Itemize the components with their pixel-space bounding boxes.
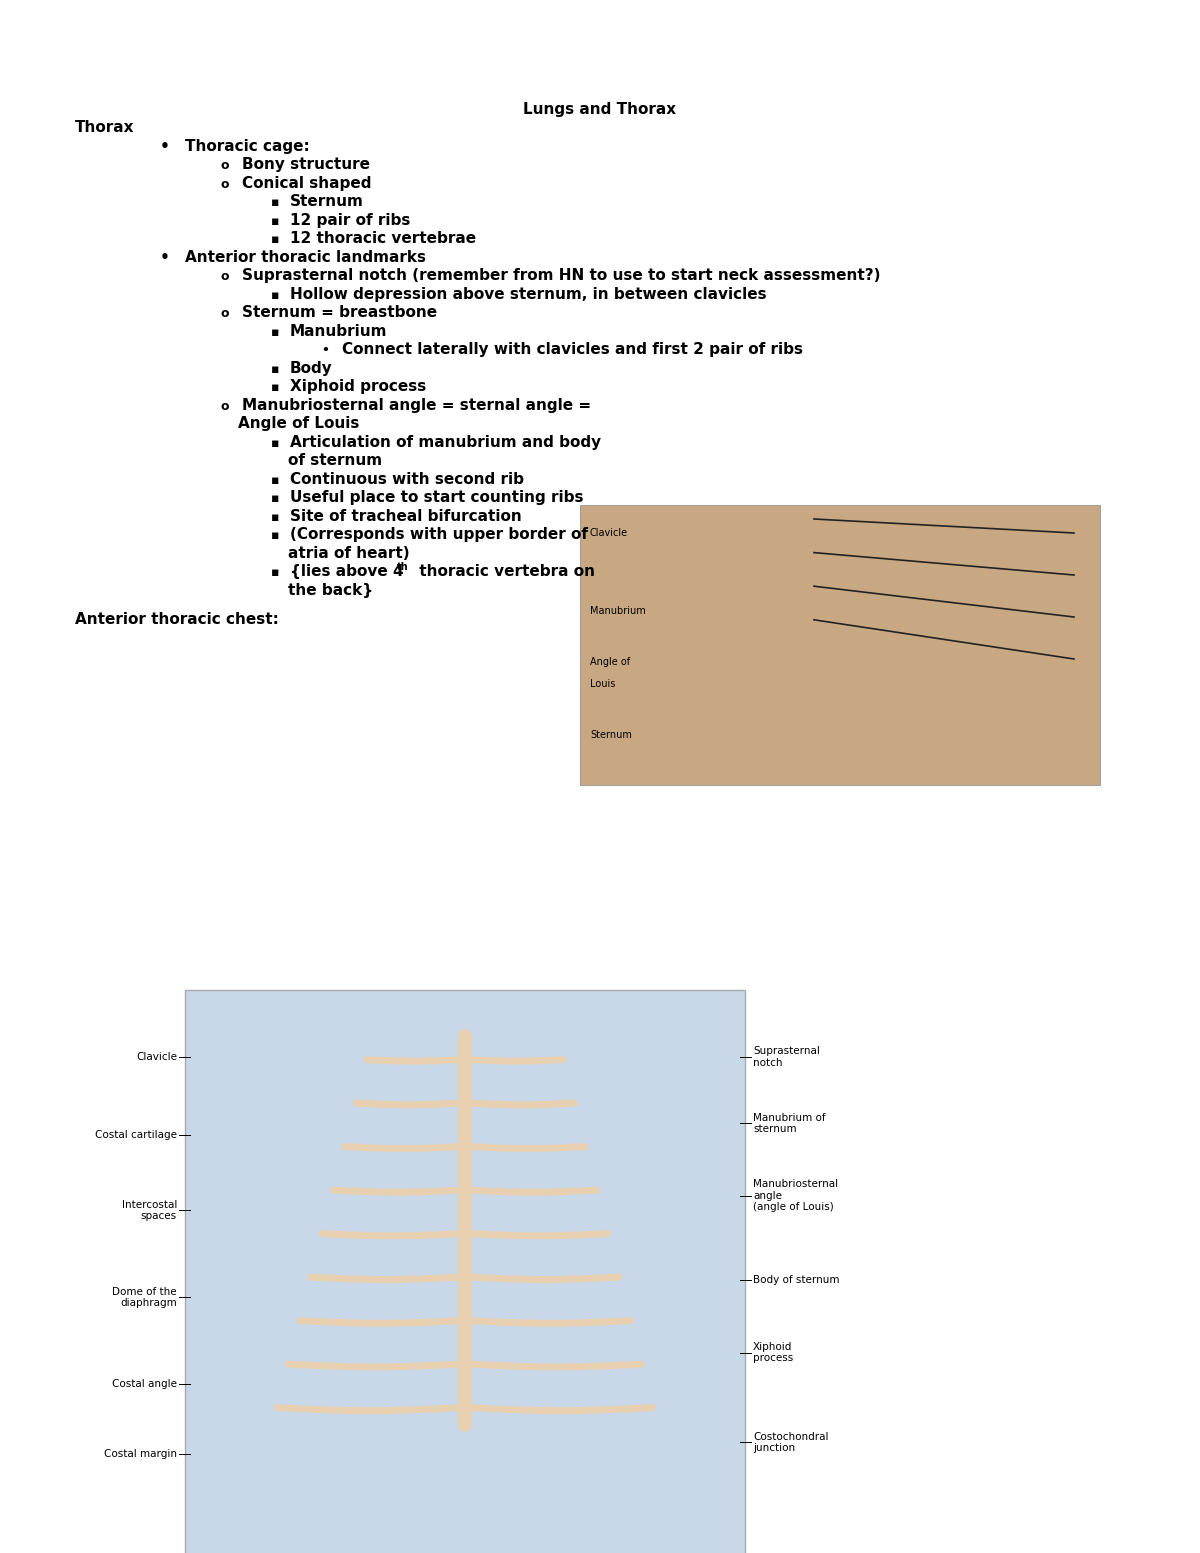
Text: Clavicle: Clavicle bbox=[136, 1051, 178, 1062]
Text: Dome of the
diaphragm: Dome of the diaphragm bbox=[113, 1286, 178, 1308]
Text: ▪: ▪ bbox=[271, 382, 280, 394]
Text: ▪: ▪ bbox=[271, 326, 280, 339]
Text: ▪: ▪ bbox=[271, 233, 280, 247]
Text: of sternum: of sternum bbox=[288, 453, 382, 469]
Text: Manubriosternal angle = sternal angle =: Manubriosternal angle = sternal angle = bbox=[242, 398, 592, 413]
Text: •: • bbox=[160, 138, 170, 154]
Text: Clavicle: Clavicle bbox=[590, 528, 628, 537]
Text: Xiphoid process: Xiphoid process bbox=[290, 379, 426, 394]
Text: o: o bbox=[221, 307, 229, 320]
Text: Manubriosternal
angle
(angle of Louis): Manubriosternal angle (angle of Louis) bbox=[754, 1179, 838, 1213]
Text: Suprasternal notch (remember from HN to use to start neck assessment?): Suprasternal notch (remember from HN to … bbox=[242, 269, 881, 283]
Text: Costochondral
junction: Costochondral junction bbox=[754, 1432, 828, 1454]
Text: Conical shaped: Conical shaped bbox=[242, 175, 372, 191]
Text: ▪: ▪ bbox=[271, 567, 280, 579]
Text: ▪: ▪ bbox=[271, 492, 280, 505]
Text: Body: Body bbox=[290, 360, 332, 376]
Text: Angle of: Angle of bbox=[590, 657, 630, 666]
Text: ▪: ▪ bbox=[271, 511, 280, 523]
Text: ▪: ▪ bbox=[271, 363, 280, 376]
Text: 12 thoracic vertebrae: 12 thoracic vertebrae bbox=[290, 231, 476, 247]
Text: •: • bbox=[322, 345, 329, 357]
Text: ▪: ▪ bbox=[271, 474, 280, 488]
Text: Anterior thoracic landmarks: Anterior thoracic landmarks bbox=[185, 250, 426, 266]
Text: ▪: ▪ bbox=[271, 196, 280, 210]
Text: Sternum: Sternum bbox=[590, 730, 632, 739]
Text: o: o bbox=[221, 270, 229, 283]
Text: Costal angle: Costal angle bbox=[112, 1379, 178, 1390]
Bar bbox=[580, 505, 1100, 784]
Text: the back}: the back} bbox=[288, 582, 373, 598]
Text: o: o bbox=[221, 399, 229, 413]
Text: Hollow depression above sternum, in between clavicles: Hollow depression above sternum, in betw… bbox=[290, 287, 767, 301]
Text: Sternum: Sternum bbox=[290, 194, 364, 210]
Text: th: th bbox=[397, 562, 409, 572]
Text: Anterior thoracic chest:: Anterior thoracic chest: bbox=[74, 612, 278, 627]
Text: Angle of Louis: Angle of Louis bbox=[238, 416, 359, 432]
Text: Sternum = breastbone: Sternum = breastbone bbox=[242, 306, 437, 320]
Text: Site of tracheal bifurcation: Site of tracheal bifurcation bbox=[290, 509, 522, 523]
Text: Useful place to start counting ribs: Useful place to start counting ribs bbox=[290, 491, 583, 505]
Text: Lungs and Thorax: Lungs and Thorax bbox=[523, 102, 677, 116]
Text: Costal cartilage: Costal cartilage bbox=[95, 1131, 178, 1140]
Text: Xiphoid
process: Xiphoid process bbox=[754, 1342, 793, 1364]
Text: •: • bbox=[160, 250, 170, 266]
Text: Articulation of manubrium and body: Articulation of manubrium and body bbox=[290, 435, 601, 450]
Text: o: o bbox=[221, 179, 229, 191]
Text: 12 pair of ribs: 12 pair of ribs bbox=[290, 213, 410, 228]
Bar bbox=[185, 989, 745, 1553]
Text: ▪: ▪ bbox=[271, 530, 280, 542]
Text: Manubrium of
sternum: Manubrium of sternum bbox=[754, 1112, 826, 1134]
Text: {lies above 4: {lies above 4 bbox=[290, 564, 403, 579]
Text: Bony structure: Bony structure bbox=[242, 157, 370, 172]
Text: ▪: ▪ bbox=[271, 289, 280, 301]
Text: Intercostal
spaces: Intercostal spaces bbox=[121, 1199, 178, 1221]
Text: Manubrium: Manubrium bbox=[290, 325, 388, 339]
Text: Thoracic cage:: Thoracic cage: bbox=[185, 138, 310, 154]
Text: Manubrium: Manubrium bbox=[590, 606, 646, 617]
Text: (Corresponds with upper border of: (Corresponds with upper border of bbox=[290, 528, 588, 542]
Text: Costal margin: Costal margin bbox=[104, 1449, 178, 1458]
Text: Louis: Louis bbox=[590, 679, 616, 690]
Text: ▪: ▪ bbox=[271, 214, 280, 228]
Text: ▪: ▪ bbox=[271, 436, 280, 450]
Text: Connect laterally with clavicles and first 2 pair of ribs: Connect laterally with clavicles and fir… bbox=[342, 342, 803, 357]
Text: Body of sternum: Body of sternum bbox=[754, 1275, 840, 1284]
Text: atria of heart): atria of heart) bbox=[288, 545, 409, 561]
Text: o: o bbox=[221, 160, 229, 172]
Text: Continuous with second rib: Continuous with second rib bbox=[290, 472, 524, 488]
Text: Thorax: Thorax bbox=[74, 121, 134, 135]
Text: thoracic vertebra on: thoracic vertebra on bbox=[414, 564, 595, 579]
Text: Suprasternal
notch: Suprasternal notch bbox=[754, 1045, 820, 1067]
